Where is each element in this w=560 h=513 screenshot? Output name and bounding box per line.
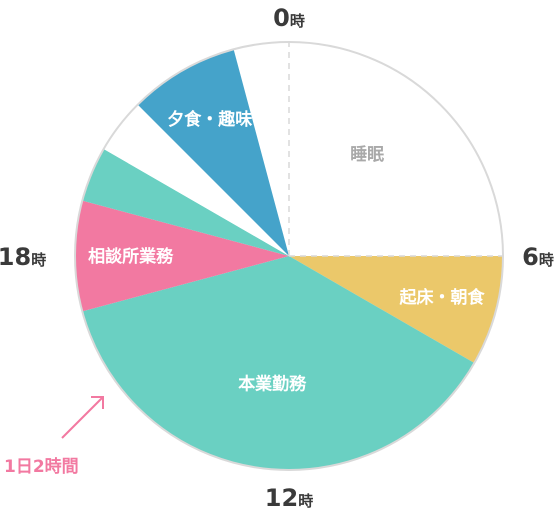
pie-slices [74, 41, 504, 471]
annotation-arrow-icon [61, 396, 104, 439]
pie-slice-3 [74, 200, 290, 312]
pie-guides [288, 42, 503, 257]
hour-labels: 0時 6時 12時 18時 [0, 4, 554, 512]
slice-label-2: 本業勤務 [238, 373, 307, 394]
annotation: 1日2時間 [4, 396, 104, 477]
hour-label-18: 18時 [0, 243, 46, 271]
slice-label-6: 夕食・趣味 [167, 109, 252, 130]
pie-slice-0 [233, 41, 504, 256]
slice-label-0: 睡眠 [350, 144, 384, 165]
hour-label-0: 0時 [273, 4, 305, 32]
slice-label-1: 起床・朝食 [399, 287, 486, 308]
hour-label-12: 12時 [265, 484, 313, 512]
pie-slice-4 [82, 149, 289, 256]
pie-slice-1 [289, 256, 503, 363]
annotation-arrowhead-icon [91, 396, 104, 409]
hour-label-6: 6時 [522, 243, 554, 271]
annotation-text: 1日2時間 [4, 456, 79, 477]
slice-label-3: 相談所業務 [88, 246, 174, 267]
pie-slice-5 [103, 104, 289, 257]
pie-slice-2 [82, 256, 475, 471]
pie-slice-6 [137, 49, 289, 256]
